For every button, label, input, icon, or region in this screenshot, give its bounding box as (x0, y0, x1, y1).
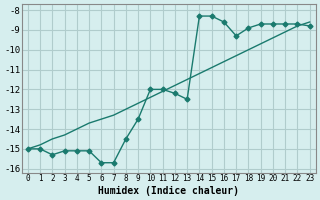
X-axis label: Humidex (Indice chaleur): Humidex (Indice chaleur) (98, 186, 239, 196)
